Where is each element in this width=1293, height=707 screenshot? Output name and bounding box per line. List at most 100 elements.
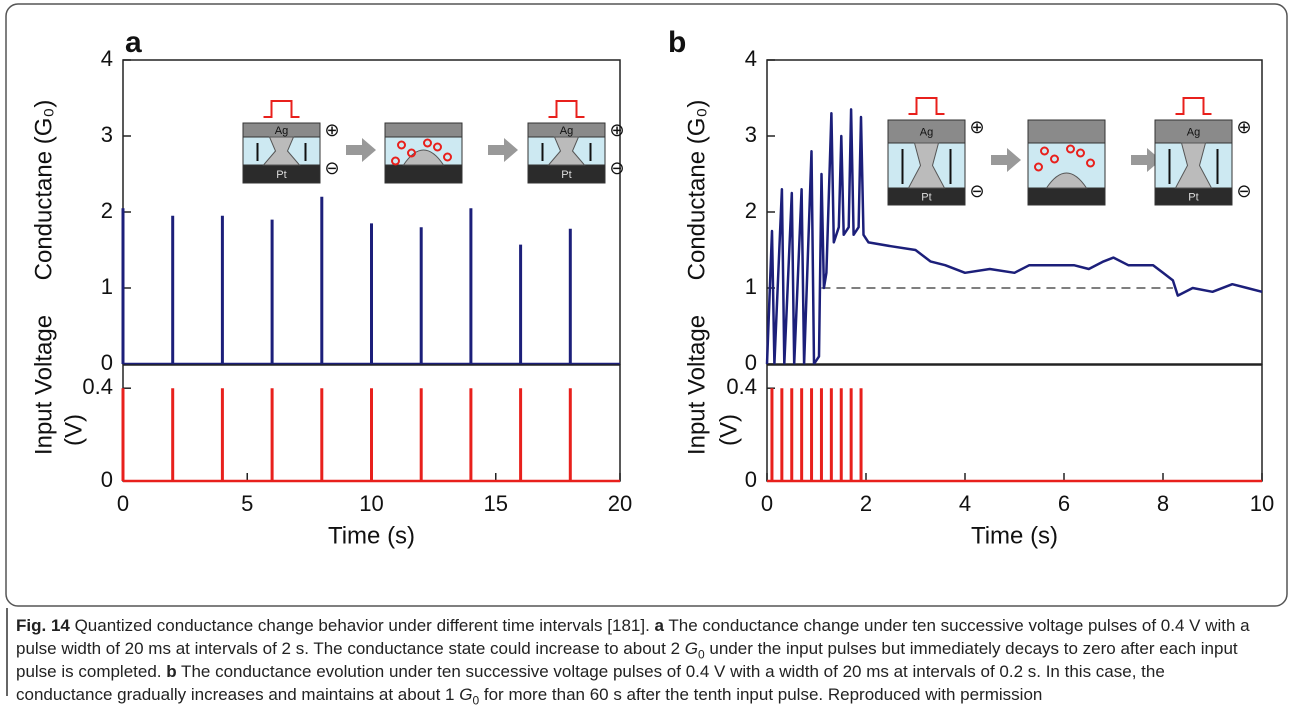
y-tick-label: 2 [745,198,757,223]
x-tick-label: 0 [761,491,773,516]
pulse-icon [263,100,300,118]
caption-text: Quantized conductance change behavior un… [69,616,655,635]
y-tick-label: 0.4 [82,374,113,399]
x-tick-label: 20 [608,491,632,516]
x-tick-label: 10 [359,491,383,516]
y-axis-label: Input Voltage [30,315,57,455]
electrode-label: Pt [561,169,571,181]
y-axis-label: (V) [715,414,742,446]
y-tick-label: 2 [101,198,113,223]
y-tick-label: 0 [745,467,757,492]
broken-filament [402,149,445,166]
ion [397,140,406,150]
y-tick-label: 3 [745,122,757,147]
polarity: ⊕ [609,120,624,140]
electrode-top [384,122,463,138]
caption-text: G [684,639,698,658]
polarity: ⊖ [1236,181,1251,201]
ion [407,148,416,158]
x-axis-label: Time (s) [971,522,1058,549]
pulse-icon [1175,97,1212,115]
caption-text: under the input pulses but immediately d… [16,639,1243,681]
caption-text: b [166,662,177,681]
ion [433,142,442,152]
electrode-label: Ag [920,126,933,138]
electrode-bottom [1027,187,1106,206]
pulse-icon [908,97,945,115]
x-tick-label: 4 [959,491,971,516]
ion [1086,158,1095,168]
caption-text: 0 [697,647,705,662]
y-tick-label: 4 [101,46,113,71]
x-tick-label: 6 [1058,491,1070,516]
electrode-label: Ag [275,125,288,137]
caption-text: for more than 60 s after the tenth input… [479,685,1043,704]
filament [1174,142,1213,189]
caption-text: 0 [472,693,480,707]
polarity: ⊖ [324,158,339,178]
y-tick-label: 1 [101,274,113,299]
electrode-label: Pt [276,169,286,181]
pulse-icon [548,100,585,118]
line-series [765,108,1263,366]
x-tick-label: 10 [1250,491,1274,516]
electrode-top [1027,119,1106,144]
y-tick-label: 3 [101,122,113,147]
ion [1034,162,1043,172]
y-tick-label: 1 [745,274,757,299]
panel-label: a [125,26,142,59]
y-axis-label: Conductane (G₀) [683,100,710,281]
caption-rule [6,608,8,696]
ion [423,138,432,148]
ion [1050,154,1059,164]
electrode-label: Ag [560,125,573,137]
ion [1040,146,1049,156]
process-arrow [991,148,1021,172]
ion [391,156,400,166]
y-axis-label: Conductane (G₀) [30,100,57,281]
broken-filament [1045,172,1088,189]
polarity: ⊕ [1236,117,1251,137]
polarity: ⊕ [324,120,339,140]
x-axis-label: Time (s) [328,522,415,549]
caption: Fig. 14 Quantized conductance change beh… [16,614,1256,706]
filament [262,136,301,166]
polarity: ⊕ [969,117,984,137]
y-tick-label: 0 [101,467,113,492]
filament [907,142,946,189]
process-arrow [1131,148,1161,172]
ion [1076,148,1085,158]
x-tick-label: 0 [117,491,129,516]
y-axis-label: (V) [60,414,87,446]
axes-frame [766,59,1263,365]
x-tick-label: 5 [241,491,253,516]
electrode-label: Pt [921,191,931,203]
x-tick-label: 2 [860,491,872,516]
polarity: ⊖ [969,181,984,201]
filament [547,136,586,166]
y-tick-label: 0 [745,350,757,375]
electrode-label: Ag [1187,126,1200,138]
electrode-label: Pt [1188,191,1198,203]
x-tick-label: 15 [484,491,508,516]
panel-label: b [668,26,686,59]
electrode-bottom [384,164,463,184]
ion [1066,144,1075,154]
process-arrow [346,138,376,162]
ion [443,152,452,162]
caption-text: The conductance change under ten success… [16,616,1255,658]
caption-text: G [459,685,473,704]
caption-text: a [654,616,664,635]
process-arrow [488,138,518,162]
y-axis-label: Input Voltage [683,315,710,455]
polarity: ⊖ [609,158,624,178]
x-tick-label: 8 [1157,491,1169,516]
caption-text: Fig. 14 [16,616,70,635]
caption-text: The conductance evolution under ten succ… [16,662,1170,704]
y-tick-label: 4 [745,46,757,71]
y-tick-label: 0.4 [726,374,757,399]
figure-frame [5,3,1288,607]
y-tick-label: 0 [101,350,113,375]
